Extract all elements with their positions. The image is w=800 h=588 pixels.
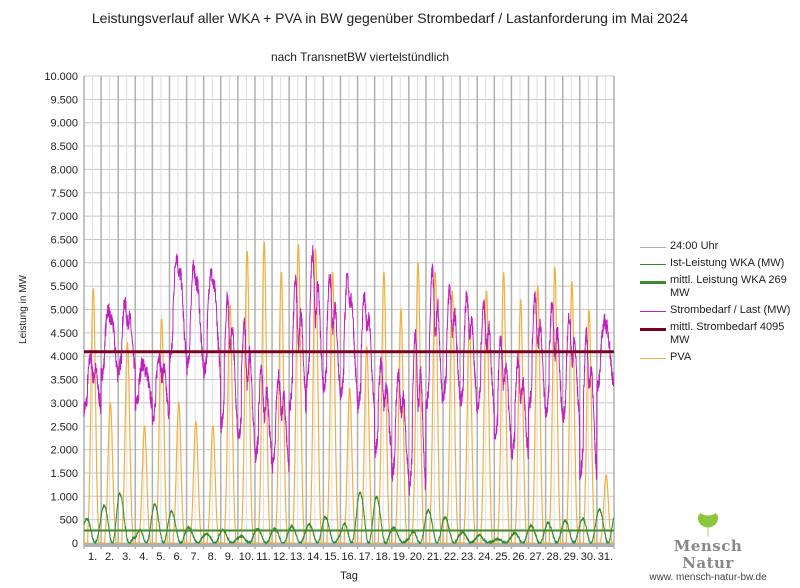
- x-tick-label: 18.: [376, 551, 391, 563]
- logo-url: www. mensch-natur-bw.de: [649, 572, 767, 583]
- x-tick-label: 2.: [105, 551, 114, 563]
- legend-label: Strombedarf / Last (MW): [670, 304, 791, 316]
- x-tick-label: 5.: [156, 551, 165, 563]
- x-tick-label: 6.: [173, 551, 182, 563]
- y-tick-label: 7.000: [50, 211, 78, 223]
- y-axis-label: Leistung in MW: [18, 274, 29, 343]
- legend-label: 24:00 Uhr: [670, 240, 719, 252]
- y-tick-label: 10.000: [44, 71, 78, 83]
- load-line: [83, 244, 615, 496]
- x-axis-label: Tag: [340, 570, 358, 582]
- x-tick-label: 20.: [410, 551, 425, 563]
- ginkgo-leaf-icon: [697, 513, 719, 537]
- legend-label: Ist-Leistung WKA (MW): [670, 257, 785, 269]
- y-tick-label: 1.500: [50, 468, 78, 480]
- x-tick-label: 9.: [225, 551, 234, 563]
- legend-item: Strombedarf / Last (MW): [640, 304, 800, 317]
- x-tick-label: 26.: [512, 551, 527, 563]
- y-tick-label: 2.000: [50, 445, 78, 457]
- y-tick-label: 5.500: [50, 281, 78, 293]
- x-tick-label: 7.: [191, 551, 200, 563]
- legend-swatch: [640, 358, 666, 359]
- y-tick-label: 3.000: [50, 398, 78, 410]
- x-tick-label: 1.: [88, 551, 97, 563]
- x-tick-label: 21.: [427, 551, 442, 563]
- legend-item: 24:00 Uhr: [640, 240, 800, 253]
- x-tick-label: 28.: [547, 551, 562, 563]
- legend-label: mittl. Strombedarf 4095 MW: [670, 321, 785, 346]
- y-tick-label: 9.500: [50, 94, 78, 106]
- x-tick-label: 24.: [478, 551, 493, 563]
- x-tick-label: 29.: [564, 551, 579, 563]
- logo-brand: Mensch Natur: [673, 537, 743, 572]
- x-tick-label: 16.: [341, 551, 356, 563]
- legend-label: mittl. Leistung WKA 269 MW: [670, 274, 787, 299]
- x-tick-label: 15.: [324, 551, 339, 563]
- y-tick-label: 3.500: [50, 375, 78, 387]
- y-tick-label: 500: [60, 515, 78, 527]
- x-tick-label: 8.: [208, 551, 217, 563]
- logo: Mensch Natur www. mensch-natur-bw.de: [648, 512, 768, 584]
- x-tick-label: 13.: [290, 551, 305, 563]
- x-tick-label: 25.: [495, 551, 510, 563]
- x-tick-label: 12.: [273, 551, 288, 563]
- y-tick-label: 8.000: [50, 164, 78, 176]
- x-tick-label: 19.: [393, 551, 408, 563]
- y-tick-label: 6.500: [50, 234, 78, 246]
- x-tick-label: 30.: [581, 551, 596, 563]
- legend-swatch: [640, 264, 666, 265]
- y-tick-label: 7.500: [50, 188, 78, 200]
- y-tick-label: 5.000: [50, 305, 78, 317]
- legend-item: Ist-Leistung WKA (MW): [640, 257, 800, 270]
- legend-item: PVA: [640, 351, 800, 364]
- wind-line: [83, 491, 615, 545]
- x-tick-label: 4.: [139, 551, 148, 563]
- x-tick-label: 10.: [239, 551, 254, 563]
- x-tick-label: 3.: [122, 551, 131, 563]
- legend-item: mittl. Leistung WKA 269 MW: [640, 274, 800, 300]
- x-tick-label: 23.: [461, 551, 476, 563]
- y-tick-label: 4.500: [50, 328, 78, 340]
- x-axis-bar: [84, 543, 614, 547]
- legend-swatch: [640, 328, 666, 331]
- y-tick-label: 0: [72, 538, 78, 550]
- y-tick-label: 4.000: [50, 351, 78, 363]
- legend-swatch: [640, 281, 666, 284]
- x-tick-label: 17.: [358, 551, 373, 563]
- x-tick-label: 27.: [529, 551, 544, 563]
- y-tick-label: 8.500: [50, 141, 78, 153]
- legend-swatch: [640, 311, 666, 312]
- legend-item: mittl. Strombedarf 4095 MW: [640, 321, 800, 347]
- legend-swatch: [640, 247, 666, 248]
- x-tick-label: 11.: [256, 551, 270, 563]
- chart-title: Leistungsverlauf aller WKA + PVA in BW g…: [91, 10, 689, 26]
- y-tick-label: 2.500: [50, 421, 78, 433]
- y-tick-label: 1.000: [50, 491, 78, 503]
- x-tick-label: 31.: [598, 551, 613, 563]
- chart-subtitle: nach TransnetBW viertelstündlich: [270, 50, 450, 64]
- x-tick-label: 22.: [444, 551, 459, 563]
- y-tick-label: 6.000: [50, 258, 78, 270]
- legend-label: PVA: [670, 351, 692, 363]
- x-tick-label: 14.: [307, 551, 322, 563]
- legend: 24:00 Uhr Ist-Leistung WKA (MW) mittl. L…: [640, 240, 800, 368]
- y-tick-label: 9.000: [50, 118, 78, 130]
- pva-line: [84, 241, 614, 544]
